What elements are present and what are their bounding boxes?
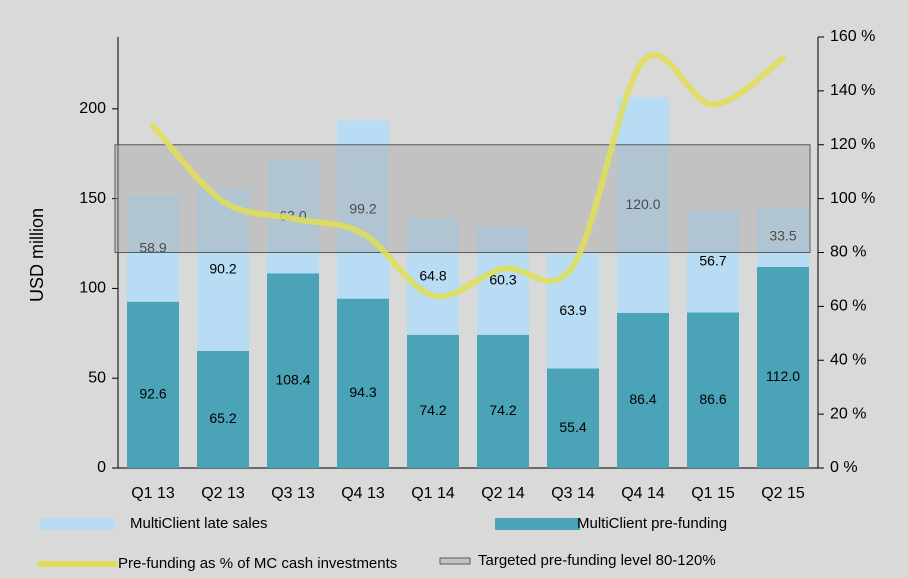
- bar: [127, 301, 179, 468]
- y-axis-label: USD million: [27, 208, 47, 302]
- bar: [337, 298, 389, 468]
- x-tick-label: Q2 13: [201, 485, 245, 502]
- bar: [757, 266, 809, 468]
- bar: [337, 120, 389, 299]
- y2-tick-label: 80 %: [830, 244, 866, 261]
- bar: [267, 273, 319, 468]
- x-tick-label: Q2 15: [761, 485, 805, 502]
- y-tick-label: 100: [79, 280, 106, 297]
- bar: [407, 334, 459, 468]
- data-label: 65.2: [209, 410, 236, 426]
- data-label: 56.7: [699, 252, 726, 268]
- data-label: 92.6: [139, 386, 166, 402]
- data-label: 58.9: [139, 240, 166, 256]
- data-label: 90.2: [209, 261, 236, 277]
- legend-swatch: [495, 518, 580, 530]
- data-label: 63.9: [559, 302, 586, 318]
- y-tick-label: 200: [79, 100, 106, 117]
- bar: [547, 368, 599, 468]
- data-label: 33.5: [769, 227, 796, 243]
- data-label: 108.4: [275, 371, 310, 387]
- x-tick-label: Q2 14: [481, 485, 525, 502]
- bar: [687, 312, 739, 468]
- legend-label: MultiClient pre-funding: [577, 515, 727, 532]
- data-label: 64.8: [419, 267, 446, 283]
- data-label: 55.4: [559, 419, 586, 435]
- bar: [197, 350, 249, 468]
- y-tick-label: 0: [97, 459, 106, 476]
- y2-tick-label: 40 %: [830, 351, 866, 368]
- data-label: 60.3: [489, 271, 516, 287]
- legend-label: Targeted pre-funding level 80-120%: [478, 552, 716, 569]
- data-label: 74.2: [419, 402, 446, 418]
- bar: [757, 206, 809, 267]
- y2-tick-label: 100 %: [830, 190, 875, 207]
- bar: [477, 226, 529, 335]
- x-tick-label: Q4 13: [341, 485, 385, 502]
- y2-tick-label: 0 %: [830, 459, 858, 476]
- legend-swatch: [439, 557, 471, 565]
- data-label: 120.0: [625, 196, 660, 212]
- bar: [617, 97, 669, 313]
- legend-label: MultiClient late sales: [130, 515, 268, 532]
- x-tick-label: Q1 15: [691, 485, 735, 502]
- x-tick-label: Q3 14: [551, 485, 595, 502]
- legend-swatch: [40, 518, 115, 530]
- bar: [197, 188, 249, 351]
- bar: [127, 195, 179, 302]
- bar: [477, 334, 529, 468]
- target-band: [114, 144, 811, 253]
- x-tick-label: Q1 14: [411, 485, 455, 502]
- y2-tick-label: 20 %: [830, 405, 866, 422]
- bar: [407, 218, 459, 335]
- data-label: 86.6: [699, 391, 726, 407]
- x-tick-label: Q4 14: [621, 485, 665, 502]
- data-label: 112.0: [766, 368, 800, 384]
- y-tick-label: 150: [79, 190, 106, 207]
- data-label: 99.2: [349, 200, 376, 216]
- x-tick-label: Q3 13: [271, 485, 315, 502]
- y2-tick-label: 160 %: [830, 28, 875, 45]
- line: [150, 52, 786, 300]
- data-label: 74.2: [489, 402, 516, 418]
- data-label: 86.4: [629, 391, 656, 407]
- x-tick-label: Q1 13: [131, 485, 175, 502]
- bar: [687, 210, 739, 313]
- y2-tick-label: 120 %: [830, 136, 875, 153]
- bar: [617, 312, 669, 468]
- legend-label: Pre-funding as % of MC cash investments: [118, 555, 397, 572]
- y2-tick-label: 60 %: [830, 298, 866, 315]
- y-tick-label: 50: [88, 369, 106, 386]
- data-label: 94.3: [349, 384, 376, 400]
- y2-tick-label: 140 %: [830, 82, 875, 99]
- bar: [547, 253, 599, 369]
